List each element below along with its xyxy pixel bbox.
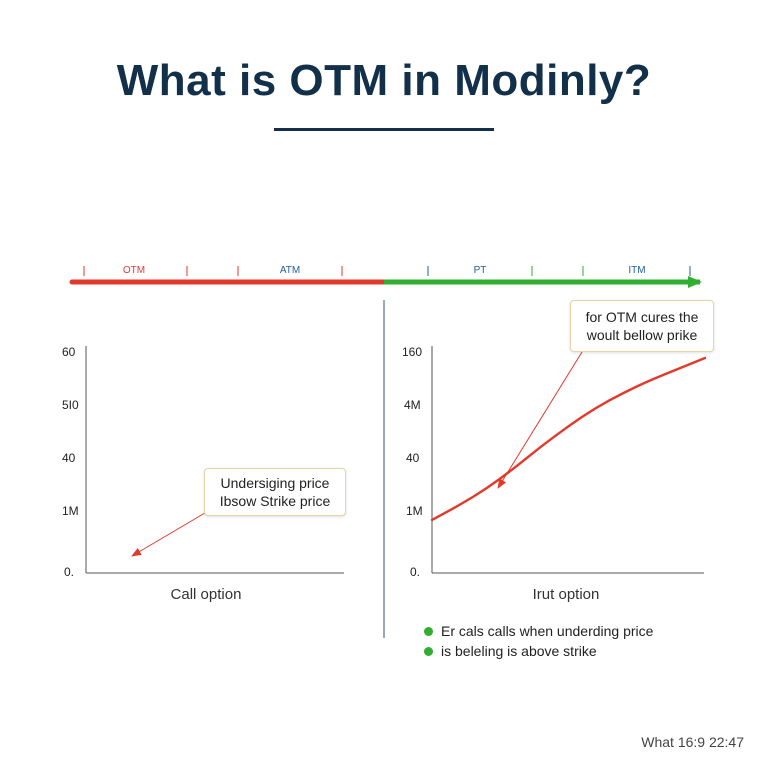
right-callout-arrow	[497, 351, 583, 489]
legend-item: Er cals calls when underding price	[424, 621, 653, 641]
call-option-chart: 60 5I0 40 1M 0. Call option	[62, 345, 344, 603]
series-line	[430, 356, 707, 522]
pt-zone-label: PT	[474, 265, 487, 276]
title-underline	[274, 128, 494, 131]
moneyness-bar: OTM ATM PT ITM	[69, 265, 702, 288]
right-callout: for OTM cures the woult bellow prike	[570, 300, 714, 352]
callout-line: Undersiging price	[220, 475, 330, 491]
y-tick-label: 0.	[410, 565, 420, 579]
page-title: What is OTM in Modinly?	[116, 56, 652, 105]
put-option-chart: 160 4M 40 1M 0. Irut option	[402, 345, 707, 603]
y-tick-label: 40	[406, 451, 420, 465]
callout-line: Ibsow Strike price	[219, 493, 331, 509]
legend-bullet-icon	[424, 626, 433, 636]
legend-text: is beleling is above strike	[441, 643, 597, 659]
legend-text: Er cals calls when underding price	[441, 623, 654, 639]
legend: Er cals calls when underding price is be…	[424, 621, 653, 661]
y-tick-label: 40	[62, 451, 76, 465]
left-callout-arrow	[131, 509, 211, 557]
y-tick-label: 1M	[62, 504, 79, 518]
y-tick-label: 5I0	[62, 398, 79, 412]
legend-bullet-icon	[424, 646, 433, 656]
callout-line: for OTM cures the	[585, 309, 699, 325]
y-tick-label: 160	[402, 345, 422, 359]
left-callout: Undersiging price Ibsow Strike price	[204, 468, 346, 516]
y-tick-label: 60	[62, 345, 76, 359]
itm-zone-label: ITM	[628, 265, 645, 276]
x-axis-label: Call option	[171, 586, 242, 603]
x-axis-label: Irut option	[533, 586, 600, 603]
atm-zone-label: ATM	[280, 265, 300, 276]
otm-zone-label: OTM	[123, 265, 145, 276]
footer-caption: What 16:9 22:47	[641, 734, 744, 750]
y-tick-label: 4M	[404, 398, 421, 412]
callout-line: woult bellow prike	[586, 327, 698, 343]
y-tick-label: 0.	[64, 565, 74, 579]
legend-item: is beleling is above strike	[424, 641, 653, 661]
bar-ticks	[83, 266, 691, 276]
y-tick-label: 1M	[406, 504, 423, 518]
